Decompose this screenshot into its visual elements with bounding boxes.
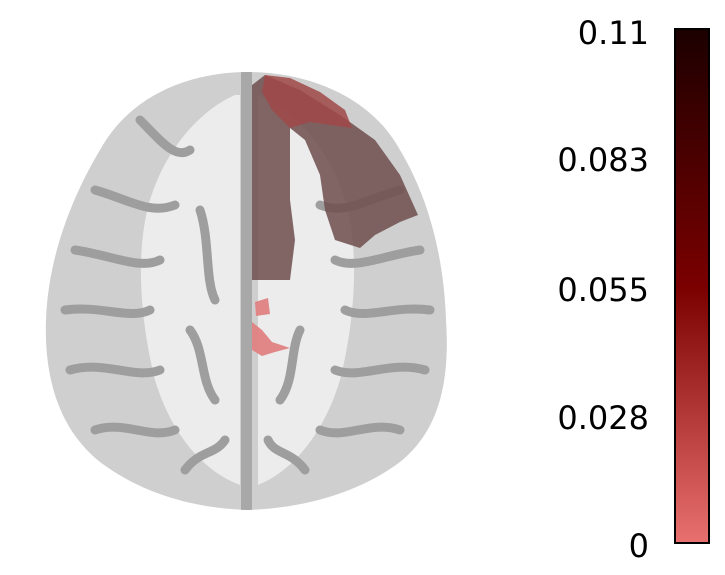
axial-brain-image (45, 72, 447, 510)
white-matter-left (140, 95, 240, 485)
overlay-frontal-pole (262, 75, 352, 128)
overlay-posterior-blob-1 (255, 298, 270, 316)
colorbar-legend: 0.11 0.083 0.055 0.028 0 (530, 0, 725, 575)
interhemispheric-fissure (241, 72, 252, 510)
colorbar-tick-label: 0 (628, 527, 649, 565)
colorbar-tick-label: 0.028 (557, 399, 649, 437)
colorbar-gradient (674, 28, 710, 544)
colorbar-tick-label: 0.083 (557, 141, 649, 179)
overlay-posterior-blob-2 (252, 322, 290, 356)
colorbar-tick-label: 0.11 (577, 14, 649, 52)
brain-slice-panel (45, 72, 447, 510)
colorbar-tick-label: 0.055 (557, 271, 649, 309)
